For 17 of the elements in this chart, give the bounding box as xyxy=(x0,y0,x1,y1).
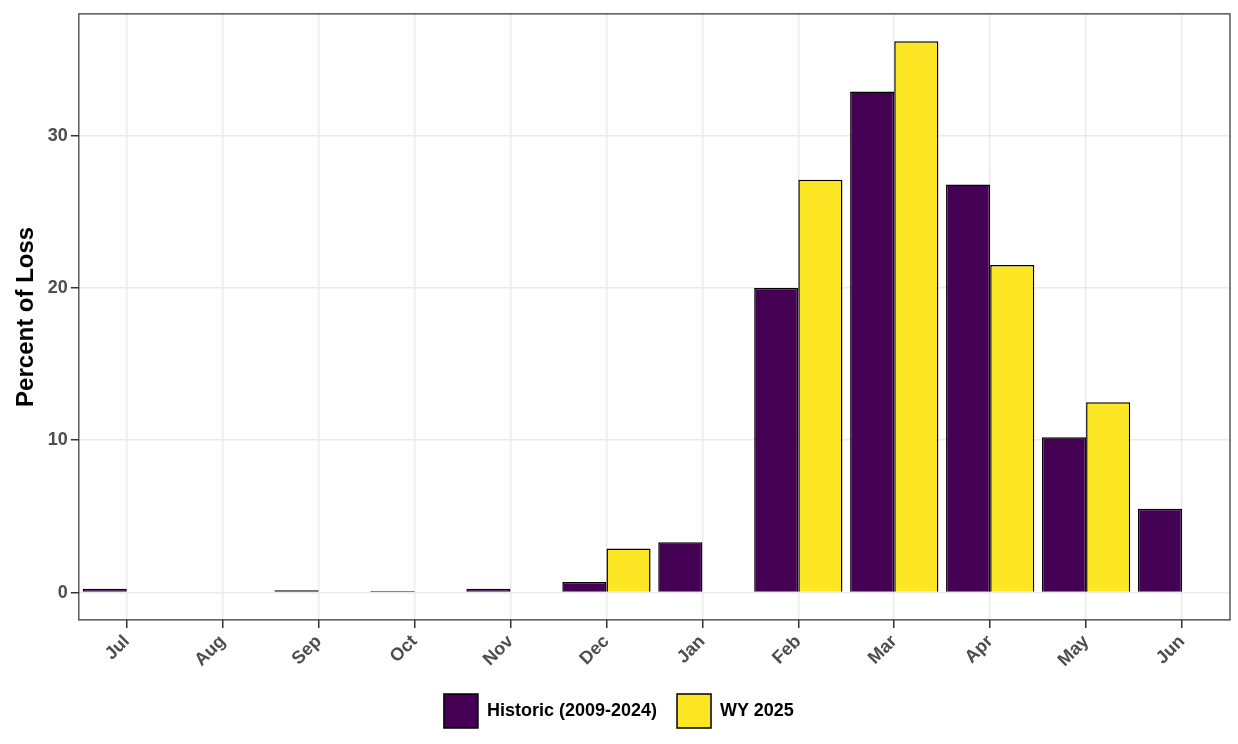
x-tick-label: Mar xyxy=(863,630,901,668)
y-tick-label: 0 xyxy=(57,581,68,602)
y-axis-title: Percent of Loss xyxy=(11,226,39,407)
x-tick-label: Feb xyxy=(767,630,805,668)
y-tick-label: 10 xyxy=(47,429,68,450)
x-tick-label: Jun xyxy=(1151,630,1189,668)
x-tick-label: Jul xyxy=(100,630,134,664)
x-tick-label: Sep xyxy=(287,630,325,669)
y-tick-label: 20 xyxy=(47,276,68,297)
y-tick-label: 30 xyxy=(47,124,68,145)
x-tick-label: Oct xyxy=(385,630,421,667)
x-tick-label: Aug xyxy=(190,630,230,670)
legend-label: WY 2025 xyxy=(720,699,794,720)
legend-label: Historic (2009-2024) xyxy=(486,699,658,720)
x-tick-label: Apr xyxy=(960,630,997,667)
x-tick-label: Dec xyxy=(575,630,613,669)
x-tick-label: Jan xyxy=(672,630,709,667)
